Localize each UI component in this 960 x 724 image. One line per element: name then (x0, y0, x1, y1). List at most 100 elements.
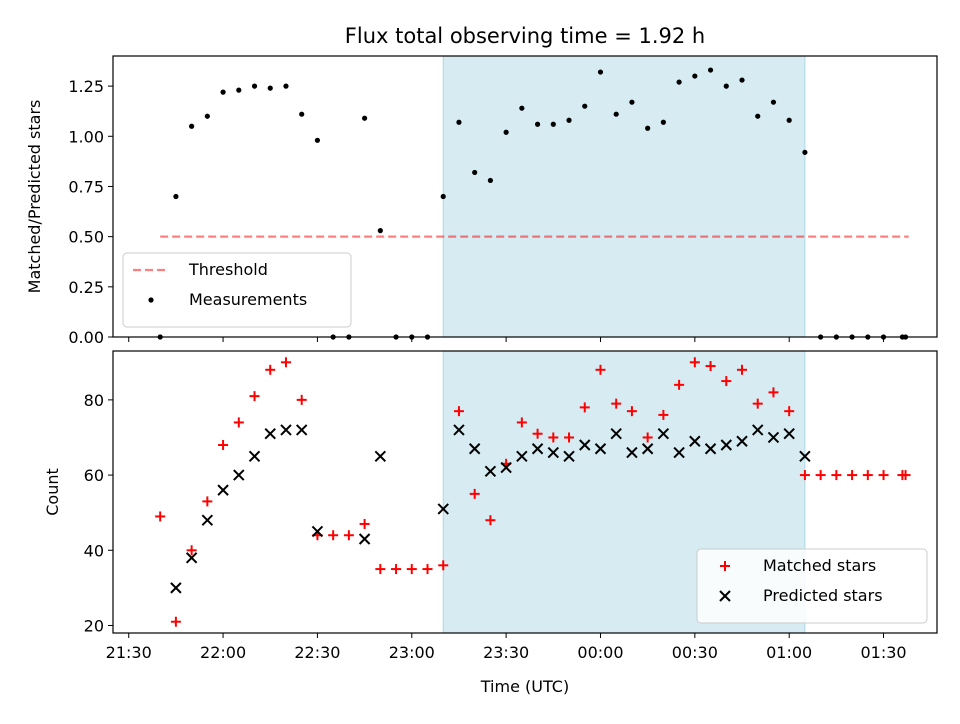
predicted-point (626, 446, 638, 459)
predicted-point (295, 424, 308, 436)
y-tick-label: 1.00 (68, 127, 104, 146)
measurement-point (770, 99, 777, 105)
matched-point (265, 364, 276, 375)
matched-point (626, 406, 637, 417)
measurement-point (550, 121, 556, 127)
y-tick-label: 40 (84, 541, 104, 560)
measurement-point (251, 83, 258, 89)
matched-point (391, 564, 402, 575)
matched-point (485, 515, 496, 526)
measurement-point (692, 73, 698, 79)
series-measurements (157, 67, 909, 340)
legend-entry: Measurements (148, 290, 307, 309)
measurement-point (362, 115, 368, 121)
x-tick-label: 22:00 (200, 643, 246, 662)
predicted-point (563, 450, 575, 462)
measurement-point (534, 121, 541, 127)
y-axis-label: Matched/Predicted stars (25, 100, 44, 294)
predicted-point (736, 435, 748, 447)
matched-point (249, 391, 260, 402)
matched-point (564, 432, 575, 443)
matched-point (595, 364, 606, 375)
predicted-point (500, 461, 512, 474)
measurement-point (472, 169, 478, 176)
axes-frame (112, 350, 938, 634)
matched-point (186, 545, 197, 556)
y-tick-label: 1.25 (68, 77, 104, 96)
matched-point (579, 402, 590, 413)
predicted-point (170, 582, 182, 594)
legend-box (696, 548, 928, 624)
measurement-point (676, 79, 682, 85)
matched-point (280, 357, 291, 368)
matched-point (516, 417, 527, 428)
matched-point (343, 530, 354, 541)
measurement-point (566, 117, 572, 123)
predicted-point (547, 446, 560, 459)
predicted-point (201, 514, 214, 526)
x-axis-label: Time (UTC) (480, 677, 569, 696)
matched-point (469, 488, 480, 499)
measurement-point (755, 113, 761, 119)
matched-point (170, 616, 181, 627)
predicted-point (453, 424, 465, 436)
predicted-point (437, 503, 449, 515)
chart-title: Flux total observing time = 1.92 h (345, 24, 705, 48)
measurement-point (220, 89, 226, 95)
predicted-point (280, 424, 292, 436)
legend-label: Measurements (189, 290, 307, 309)
measurement-point (645, 125, 651, 131)
y-axis-label: Count (43, 468, 62, 516)
matched-point (768, 387, 779, 398)
matched-point (155, 511, 166, 522)
ratio-panel: 0.00 0.25 0.50 0.75 1.00 1.25 Matched/Predicte… (25, 55, 938, 347)
y-tick-label: 0.50 (68, 228, 104, 247)
measurement-point (613, 111, 619, 117)
measurement-point (377, 228, 383, 234)
y-tick-label: 60 (84, 466, 104, 485)
legend-entry: Threshold (133, 260, 268, 279)
matched-point (674, 379, 685, 390)
measurement-point (236, 87, 242, 93)
legend-label: Predicted stars (763, 586, 883, 605)
measurement-point (503, 129, 509, 135)
matched-point (233, 417, 244, 428)
matched-point (689, 357, 700, 368)
measurement-point (519, 105, 525, 111)
predicted-point (185, 552, 198, 564)
predicted-point (516, 450, 528, 462)
count-panel: 20 40 60 80 21:30 22:00 22:30 23:00 23:30 00:00 00… (43, 350, 938, 662)
measurement-point (267, 85, 273, 91)
y-tick-label: 20 (84, 616, 104, 635)
matched-point (532, 428, 543, 439)
measurement-point (629, 99, 635, 105)
matched-point (453, 406, 464, 417)
matched-point (422, 564, 433, 575)
measurement-point (299, 111, 305, 117)
predicted-point (468, 443, 481, 455)
predicted-point (783, 428, 795, 440)
matched-point (548, 432, 559, 443)
measurement-point (189, 123, 195, 129)
measurement-point (440, 193, 446, 200)
measurement-point (204, 113, 210, 119)
measurement-point (456, 119, 462, 125)
predicted-point (689, 435, 701, 447)
matched-point (815, 470, 826, 481)
series-predicted-stars (170, 424, 811, 594)
measurement-point (314, 137, 321, 143)
matched-point (438, 560, 449, 571)
measurement-point (173, 193, 179, 200)
x-tick-label: 21:30 (106, 643, 152, 662)
measurement-point (739, 77, 745, 83)
legend-box (122, 252, 352, 328)
y-tick-label: 80 (84, 391, 104, 410)
measurement-point (487, 177, 494, 184)
measurement-point (660, 119, 666, 125)
x-tick-label: 23:00 (389, 643, 435, 662)
measurement-point (597, 69, 604, 75)
predicted-point (217, 484, 229, 496)
matched-point (784, 406, 795, 417)
predicted-point (704, 443, 717, 455)
matched-point (611, 398, 622, 409)
